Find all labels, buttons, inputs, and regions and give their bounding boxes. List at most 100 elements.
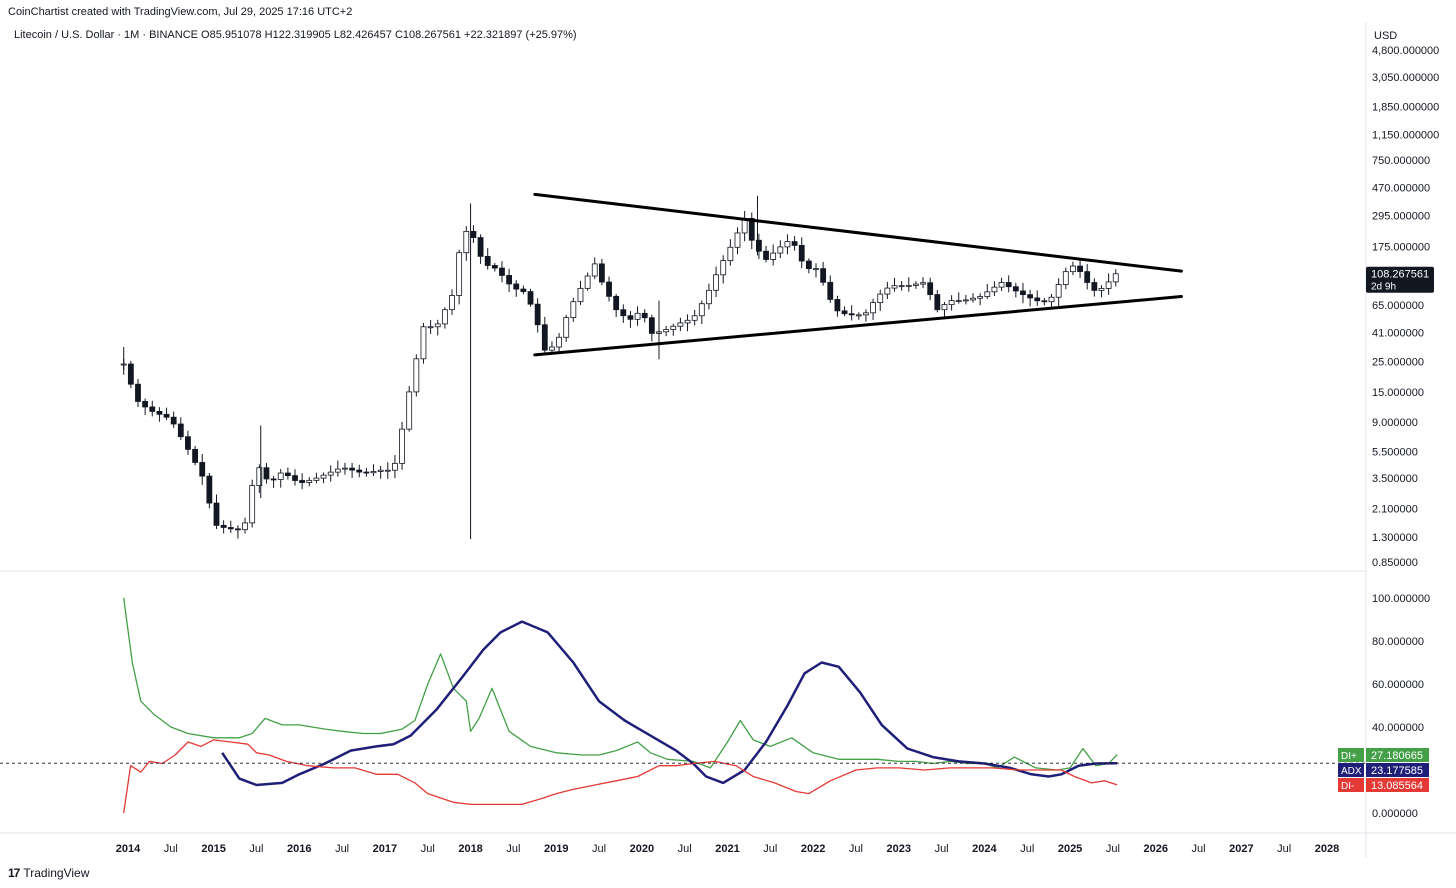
candle-body-down — [598, 263, 605, 283]
candle — [670, 323, 677, 336]
candle — [584, 272, 591, 291]
price-tick-label: 41.000000 — [1372, 327, 1424, 339]
line-di — [123, 739, 1118, 814]
candle-body-down — [934, 294, 941, 311]
price-axis[interactable]: 4,800.000000 3,050.000000 1,850.000000 1,15… — [1366, 45, 1439, 569]
series-name-label: DI+ — [1341, 751, 1357, 762]
candle — [356, 464, 363, 478]
price-tick-label: 2.100000 — [1372, 503, 1418, 515]
candle — [598, 258, 605, 286]
time-tick-label: Jul — [1106, 843, 1120, 855]
candle — [570, 297, 577, 322]
candle-body-up — [1105, 281, 1112, 289]
candle-body-up — [727, 246, 734, 262]
candle-body-down — [841, 310, 848, 315]
candle — [913, 281, 919, 289]
candle — [563, 314, 570, 342]
candle-body-down — [263, 467, 270, 480]
candle — [620, 304, 627, 323]
candle — [313, 472, 320, 484]
candle — [1034, 290, 1041, 306]
candle — [292, 469, 298, 486]
candle-body-up — [770, 252, 777, 260]
candle — [499, 261, 505, 283]
candle-body-down — [527, 291, 534, 305]
candle-body-up — [342, 467, 348, 470]
candle — [962, 294, 969, 305]
series-name-label: DI- — [1341, 781, 1354, 792]
candle — [477, 234, 484, 264]
candle-body-up — [948, 300, 955, 306]
candle — [320, 472, 327, 484]
candle-body-up — [1098, 288, 1105, 291]
candle-body-down — [349, 467, 355, 471]
candle-body-down — [156, 411, 163, 415]
candle-body-down — [627, 315, 634, 320]
time-tick-label: 2016 — [287, 843, 311, 855]
candle-body-down — [606, 281, 612, 297]
candle-body-up — [1112, 273, 1119, 283]
candle-body-up — [334, 468, 341, 473]
candle-body-down — [220, 524, 227, 528]
candle — [256, 464, 263, 493]
currency-label[interactable]: USD — [1374, 30, 1398, 42]
candle-body-up — [427, 326, 434, 329]
candle-body-up — [877, 293, 884, 304]
time-axis[interactable]: 2014 Jul 2015 Jul 2016 Jul 2017 Jul 2018 Jul 2019 J… — [116, 843, 1339, 855]
candle — [798, 237, 805, 269]
candle-body-down — [927, 282, 934, 295]
candle-body-down — [1005, 282, 1012, 288]
candle-body-down — [477, 237, 484, 257]
price-tick-label: 295.000000 — [1372, 210, 1430, 222]
candle — [427, 319, 434, 334]
series-value-label: 23.177585 — [1371, 765, 1423, 777]
indicator-tick-label: 60.000000 — [1372, 679, 1424, 691]
candle — [1062, 267, 1069, 290]
candle — [1084, 264, 1091, 290]
candle — [1112, 269, 1119, 287]
candle — [334, 460, 341, 477]
candle — [392, 455, 398, 479]
time-tick-label: Jul — [592, 843, 606, 855]
time-tick-label: Jul — [763, 843, 777, 855]
candle-body-down — [1034, 297, 1041, 302]
candle — [142, 398, 149, 416]
candle — [706, 283, 712, 310]
candle-body-down — [491, 265, 498, 269]
candle — [606, 276, 612, 302]
last-price-badge — [1366, 266, 1434, 293]
time-tick-label: 2026 — [1143, 843, 1167, 855]
candle-body-down — [170, 416, 177, 425]
candle-body-down — [163, 413, 170, 418]
series-name-tag — [1338, 763, 1364, 777]
candle — [213, 494, 220, 529]
candle — [370, 464, 377, 476]
series-name-tag — [1338, 748, 1364, 762]
candle — [998, 277, 1005, 292]
candle — [820, 261, 827, 286]
candle — [491, 262, 498, 272]
candle — [349, 462, 355, 478]
candle-body-down — [270, 478, 277, 481]
series-value-tag — [1366, 778, 1429, 792]
candle-body-down — [506, 275, 513, 285]
candle — [1027, 289, 1034, 307]
candle — [855, 312, 862, 320]
candle-body-up — [242, 522, 248, 531]
candle — [927, 277, 934, 301]
candle-body-up — [406, 391, 413, 430]
series-name-tag — [1338, 778, 1364, 792]
candle-body-up — [970, 297, 976, 301]
candle — [1077, 257, 1083, 278]
candle-body-down — [848, 313, 855, 316]
candle — [734, 227, 741, 255]
candle-body-down — [1077, 265, 1083, 272]
tradingview-logo[interactable]: 17 TradingView — [8, 866, 89, 880]
candle — [1005, 275, 1012, 293]
indicator-axis[interactable]: 100.000000 80.000000 60.000000 40.000000 0.0… — [0, 593, 1430, 820]
candle — [327, 465, 334, 482]
candle — [977, 293, 984, 306]
candle — [306, 477, 313, 487]
candle-body-up — [855, 314, 862, 317]
